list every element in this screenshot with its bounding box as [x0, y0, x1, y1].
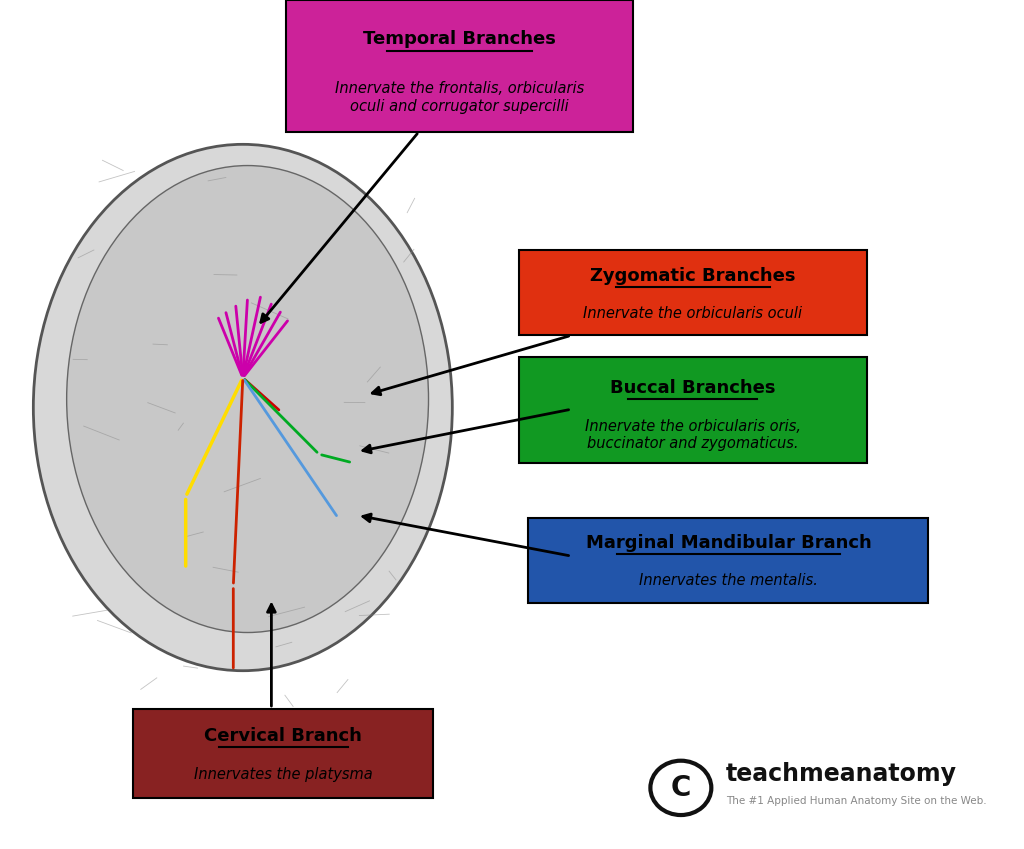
- Text: teachmeanatomy: teachmeanatomy: [726, 762, 956, 786]
- Text: Innervate the orbicularis oris,
buccinator and zygomaticus.: Innervate the orbicularis oris, buccinat…: [585, 419, 801, 452]
- FancyBboxPatch shape: [133, 709, 433, 798]
- Text: Cervical Branch: Cervical Branch: [205, 727, 362, 745]
- FancyBboxPatch shape: [519, 357, 866, 463]
- Text: Innervate the frontalis, orbicularis
oculi and corrugator supercilli: Innervate the frontalis, orbicularis ocu…: [335, 82, 584, 114]
- Ellipse shape: [34, 144, 453, 671]
- Text: Zygomatic Branches: Zygomatic Branches: [590, 267, 796, 285]
- FancyBboxPatch shape: [528, 518, 929, 603]
- Text: The #1 Applied Human Anatomy Site on the Web.: The #1 Applied Human Anatomy Site on the…: [726, 796, 986, 806]
- Text: Buccal Branches: Buccal Branches: [610, 380, 775, 397]
- Ellipse shape: [67, 166, 428, 633]
- Text: C: C: [671, 774, 691, 801]
- Text: Innervates the platysma: Innervates the platysma: [194, 767, 373, 783]
- Text: Innervate the orbicularis oculi: Innervate the orbicularis oculi: [584, 306, 803, 321]
- Text: Innervates the mentalis.: Innervates the mentalis.: [639, 573, 818, 588]
- Text: Marginal Mandibular Branch: Marginal Mandibular Branch: [586, 534, 871, 553]
- FancyBboxPatch shape: [519, 250, 866, 335]
- FancyBboxPatch shape: [286, 0, 633, 132]
- Circle shape: [650, 761, 712, 815]
- Text: Temporal Branches: Temporal Branches: [364, 31, 556, 48]
